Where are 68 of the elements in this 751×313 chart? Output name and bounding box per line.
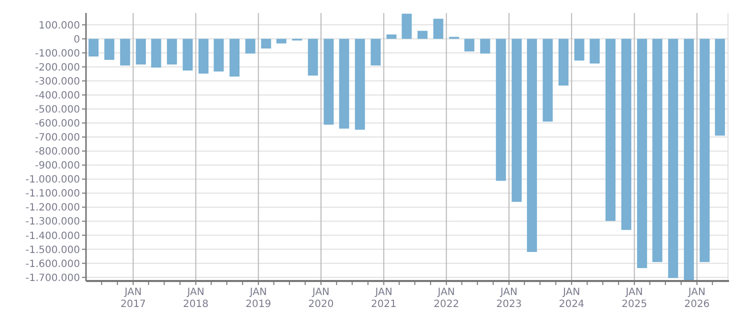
bar	[700, 38, 710, 262]
bar	[386, 34, 396, 39]
bar	[120, 38, 130, 66]
x-tick-label: JAN 2020	[308, 287, 334, 310]
y-tick-label: -700.000	[35, 132, 80, 144]
bar	[668, 38, 678, 278]
y-tick-label: -1.500.000	[25, 244, 80, 256]
bar	[245, 38, 256, 54]
x-tick-label: JAN 2021	[371, 287, 396, 310]
bar	[104, 38, 114, 60]
bar	[606, 38, 616, 221]
y-tick-label: -1.700.000	[25, 272, 80, 284]
x-tick-label: JAN 2026	[684, 287, 710, 310]
y-tick-label: -200.000	[35, 62, 80, 74]
bar	[166, 38, 177, 64]
bar	[433, 18, 444, 39]
bar	[418, 30, 428, 39]
bar	[526, 38, 537, 252]
y-tick-label: -1.200.000	[25, 202, 80, 214]
bar	[198, 38, 208, 74]
y-tick-label: -500.000	[35, 104, 80, 116]
bar	[230, 38, 240, 77]
y-tick-label: -1.400.000	[25, 230, 80, 242]
bar	[496, 38, 506, 181]
x-tick-label: JAN 2023	[496, 287, 522, 310]
x-tick-label: JAN 2024	[558, 287, 584, 310]
bar	[136, 38, 146, 64]
bar	[714, 38, 725, 136]
y-tick-label: -400.000	[35, 90, 80, 102]
y-tick-label: -600.000	[35, 118, 80, 130]
bar	[637, 38, 648, 268]
bar	[464, 38, 474, 52]
bar	[88, 38, 99, 56]
bar	[339, 38, 350, 129]
bar	[370, 38, 381, 66]
bar	[558, 38, 569, 86]
bar	[402, 14, 412, 39]
y-tick-label: -300.000	[35, 76, 80, 88]
y-tick-label: -900.000	[35, 160, 80, 172]
y-tick-label: -100.000	[35, 48, 80, 60]
bar	[542, 38, 553, 122]
bar	[684, 38, 694, 280]
bar	[324, 38, 334, 125]
y-tick-label: -800.000	[35, 146, 80, 158]
x-tick-label: JAN 2022	[434, 287, 460, 310]
bar	[354, 38, 365, 130]
bar	[574, 38, 584, 61]
bar	[590, 38, 600, 64]
x-tick-label: JAN 2025	[622, 287, 648, 310]
bar	[480, 38, 490, 54]
y-tick-label: 100.000	[38, 20, 80, 32]
y-tick-label: -1.600.000	[25, 258, 80, 270]
y-tick-label: -1.300.000	[25, 216, 80, 228]
bar	[261, 38, 272, 48]
bar	[621, 38, 632, 230]
bar	[151, 38, 162, 68]
bar	[276, 38, 286, 44]
bar	[308, 38, 318, 76]
bar	[214, 38, 224, 72]
y-tick-label: -1.100.000	[25, 188, 80, 200]
x-tick-label: JAN 2017	[120, 287, 146, 310]
bar	[182, 38, 193, 71]
x-tick-label: JAN 2018	[183, 287, 208, 310]
y-tick-label: -1.000.000	[25, 174, 80, 186]
bar	[512, 38, 522, 202]
y-tick-label: 0	[74, 34, 80, 46]
bar	[652, 38, 662, 262]
x-tick-label: JAN 2019	[246, 287, 272, 310]
